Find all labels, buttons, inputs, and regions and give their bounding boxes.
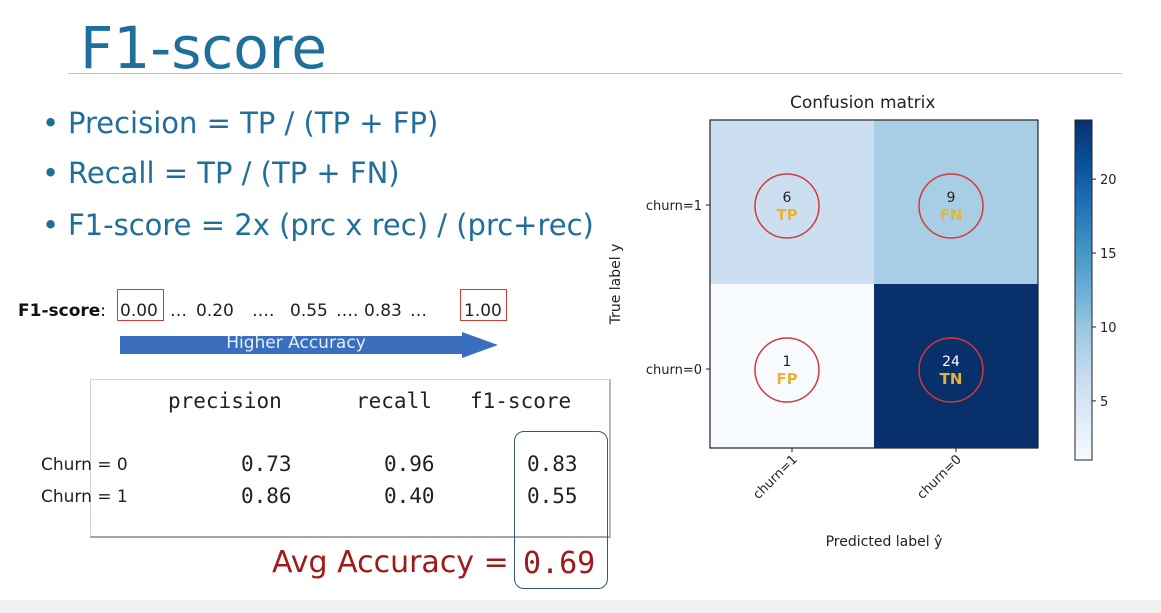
- colorbar-tick-label: 15: [1100, 247, 1117, 262]
- cm-cell-value: 1: [783, 354, 792, 370]
- scale-value-2: 0.55: [290, 301, 328, 321]
- x-tick-label: churn=1: [751, 452, 801, 502]
- bullet-recall: • Recall = TP / (TP + FN): [42, 156, 400, 190]
- cell-recall-churn-0: 0.96: [384, 452, 435, 476]
- y-axis-label: True label y: [608, 244, 624, 326]
- bullet-icon: •: [42, 106, 60, 140]
- f1-column-highlight: [514, 431, 608, 589]
- cm-highlight-circle: [754, 173, 820, 239]
- scale-value-1: 0.20: [196, 301, 234, 321]
- x-axis-label: Predicted label ŷ: [826, 534, 943, 550]
- avg-accuracy-label: Avg Accuracy =: [272, 545, 509, 580]
- cell-precision-churn-1: 0.86: [241, 484, 292, 508]
- slide-title: F1-score: [80, 14, 328, 82]
- max-highlight-box: [460, 289, 507, 321]
- f1-scale-colon: :: [100, 301, 107, 321]
- y-tick-label: churn=0: [646, 363, 702, 378]
- scale-max: 1.00: [464, 301, 502, 321]
- colorbar-tick-label: 5: [1100, 395, 1108, 410]
- cm-cell-label: FN: [940, 206, 963, 224]
- scale-sep-4: …: [410, 301, 427, 321]
- bullet-f1: • F1-score = 2x (prc x rec) / (prc+rec): [42, 208, 594, 242]
- bullet-icon: •: [42, 208, 60, 242]
- x-tick-label: churn=0: [915, 452, 965, 502]
- f1-scale-label: F1-score:: [18, 301, 106, 321]
- y-tick-label: churn=1: [646, 199, 702, 214]
- cm-frame: [709, 119, 1039, 449]
- bullet-f1-text: F1-score = 2x (prc x rec) / (prc+rec): [68, 208, 594, 242]
- cm-cell-value: 24: [942, 354, 960, 370]
- bullet-precision-text: Precision = TP / (TP + FP): [68, 106, 439, 140]
- cell-precision-churn-0: 0.73: [241, 452, 292, 476]
- cm-cell-label: FP: [776, 370, 797, 388]
- avg-accuracy-value: 0.69: [523, 546, 596, 581]
- higher-accuracy-label: Higher Accuracy: [226, 333, 366, 353]
- cm-highlight-circle: [918, 173, 984, 239]
- title-divider: [68, 73, 1122, 74]
- scale-sep-2: ….: [252, 301, 275, 321]
- row-label-churn-0: Churn = 0: [41, 455, 128, 475]
- f1-scale-label-text: F1-score: [18, 301, 101, 321]
- row-label-churn-1: Churn = 1: [41, 487, 128, 507]
- scale-value-3: 0.83: [364, 301, 402, 321]
- higher-accuracy-arrow-icon: [120, 332, 498, 358]
- chart-title: Confusion matrix: [790, 93, 936, 113]
- cm-cell-label: TP: [776, 206, 797, 224]
- bullet-precision: • Precision = TP / (TP + FP): [42, 106, 438, 140]
- bottom-strip: [0, 600, 1161, 613]
- cm-cell-value: 6: [783, 190, 792, 206]
- cell-recall-churn-1: 0.40: [384, 484, 435, 508]
- cm-cell-churn=1-churn=0: [874, 120, 1038, 284]
- cell-f1-churn-1: 0.55: [527, 484, 578, 508]
- cell-f1-churn-0: 0.83: [527, 452, 578, 476]
- scale-sep-1: …: [170, 301, 187, 321]
- cm-cell-churn=0-churn=0: [874, 284, 1038, 448]
- header-f1-score: f1-score: [470, 389, 572, 413]
- cm-highlight-circle: [918, 337, 984, 403]
- header-recall: recall: [356, 389, 432, 413]
- colorbar-tick-label: 20: [1100, 173, 1117, 188]
- scale-sep-3: ….: [336, 301, 359, 321]
- header-precision: precision: [168, 389, 282, 413]
- cm-highlight-circle: [754, 337, 820, 403]
- scale-min: 0.00: [120, 301, 158, 321]
- cm-cell-churn=1-churn=1: [710, 120, 874, 284]
- min-highlight-box: [117, 289, 164, 321]
- colorbar-tick-label: 10: [1100, 321, 1117, 336]
- colorbar: [1074, 119, 1093, 461]
- cm-cell-label: TN: [940, 370, 963, 388]
- cm-cell-churn=0-churn=1: [710, 284, 874, 448]
- cm-cell-value: 9: [947, 190, 956, 206]
- bullet-recall-text: Recall = TP / (TP + FN): [68, 156, 400, 190]
- classification-report: [90, 379, 611, 538]
- bullet-icon: •: [42, 156, 60, 190]
